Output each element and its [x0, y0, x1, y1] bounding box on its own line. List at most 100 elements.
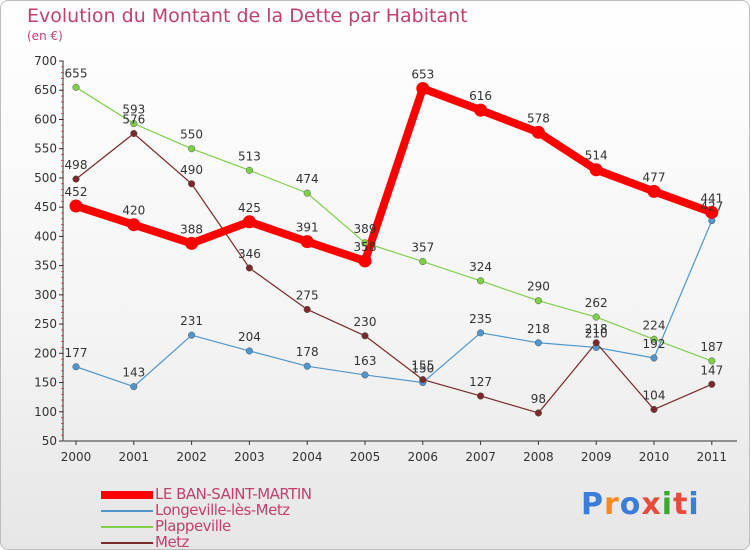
data-label: 474 — [296, 172, 319, 186]
data-label: 204 — [238, 330, 261, 344]
data-label: 187 — [700, 340, 723, 354]
data-label: 224 — [643, 318, 666, 332]
x-tick-label: 2001 — [119, 450, 150, 464]
data-label: 147 — [700, 363, 723, 377]
data-label: 163 — [354, 354, 377, 368]
data-point — [188, 145, 196, 153]
data-label: 358 — [354, 240, 377, 254]
series-labels: 655 593 550 513 474 389 357 324 290 262 224 187 177 1… — [65, 66, 724, 406]
y-tick-label: 250 — [34, 317, 57, 331]
data-label: 653 — [411, 67, 434, 81]
data-label: 593 — [122, 103, 145, 117]
legend-swatch — [101, 510, 153, 512]
x-tick-label: 2003 — [234, 450, 265, 464]
data-point — [188, 331, 196, 339]
data-label: 231 — [180, 314, 203, 328]
data-label: 578 — [527, 111, 550, 125]
data-label: 127 — [469, 375, 492, 389]
x-tick-label: 2009 — [581, 450, 612, 464]
data-point — [130, 383, 138, 391]
y-tick-label: 500 — [34, 171, 57, 185]
y-tick-label: 200 — [34, 346, 57, 360]
data-label: 576 — [122, 112, 145, 126]
x-tick-label: 2006 — [408, 450, 439, 464]
data-label: 357 — [411, 241, 434, 255]
y-tick-label: 400 — [34, 229, 57, 243]
data-label: 98 — [531, 392, 546, 406]
data-label: 550 — [180, 128, 203, 142]
legend-label: LE BAN-SAINT-MARTIN — [155, 485, 312, 503]
data-label: 425 — [238, 201, 261, 215]
data-point — [592, 339, 600, 347]
data-point — [361, 371, 369, 379]
x-tick-label: 2008 — [523, 450, 554, 464]
x-tick-label: 2010 — [639, 450, 670, 464]
data-label: 655 — [65, 66, 88, 80]
data-point — [303, 189, 311, 197]
legend-label: Longeville-lès-Metz — [155, 501, 290, 519]
data-label: 616 — [469, 89, 492, 103]
data-point — [477, 277, 485, 285]
y-tick-label: 150 — [34, 376, 57, 390]
data-label: 441 — [700, 191, 723, 205]
series-line-2 — [75, 86, 713, 362]
legend-swatch — [101, 542, 153, 544]
data-label: 262 — [585, 296, 608, 310]
data-point — [474, 103, 488, 117]
data-label: 275 — [296, 288, 319, 302]
series-line-0 — [72, 84, 716, 265]
legend-swatch — [101, 491, 153, 499]
logo-letter: o — [619, 487, 642, 522]
data-label: 235 — [469, 312, 492, 326]
data-label: 143 — [122, 366, 145, 380]
y-tick-label: 550 — [34, 142, 57, 156]
y-tick-label: 300 — [34, 288, 57, 302]
x-tick-label: 2007 — [465, 450, 496, 464]
data-point — [477, 329, 485, 337]
data-point — [300, 235, 314, 249]
logo-letter: i — [661, 487, 674, 522]
data-point — [245, 264, 253, 272]
data-label: 218 — [527, 322, 550, 336]
series-points — [69, 81, 719, 417]
x-tick-label: 2005 — [350, 450, 381, 464]
logo-letter: i — [688, 487, 700, 522]
data-point — [69, 199, 83, 213]
data-point — [358, 254, 372, 268]
series-lines — [72, 84, 716, 414]
y-tick-label: 100 — [34, 405, 57, 419]
data-point — [72, 83, 80, 91]
data-label: 427 — [700, 200, 723, 214]
series-line-1 — [75, 220, 713, 388]
legend-label: Metz — [155, 533, 189, 550]
data-label: 178 — [296, 345, 319, 359]
logo-letter: P — [581, 487, 604, 522]
data-point — [534, 409, 542, 417]
logo-letter: x — [641, 487, 662, 522]
data-point — [303, 305, 311, 314]
data-point — [650, 354, 658, 362]
y-tick-label: 450 — [34, 200, 57, 214]
data-point — [245, 166, 253, 174]
data-point — [534, 339, 542, 347]
data-point — [242, 215, 256, 229]
data-point — [130, 129, 138, 138]
axes: 50 100 150 200 250 300 350 400 450 500 550 600 650 70… — [34, 54, 737, 464]
data-point — [303, 362, 311, 370]
series-line-3 — [75, 132, 713, 414]
data-label: 388 — [180, 222, 203, 236]
data-label: 514 — [585, 149, 608, 163]
data-point — [477, 392, 485, 400]
y-tick-label: 650 — [34, 83, 57, 97]
logo-letter: t — [673, 487, 689, 522]
data-label: 192 — [643, 337, 666, 351]
data-point — [589, 163, 603, 177]
legend-label: Plappeville — [155, 517, 231, 535]
data-point — [127, 218, 141, 232]
data-label: 490 — [180, 163, 203, 177]
x-tick-label: 2000 — [61, 450, 92, 464]
data-point — [419, 376, 427, 384]
data-point — [708, 357, 716, 365]
